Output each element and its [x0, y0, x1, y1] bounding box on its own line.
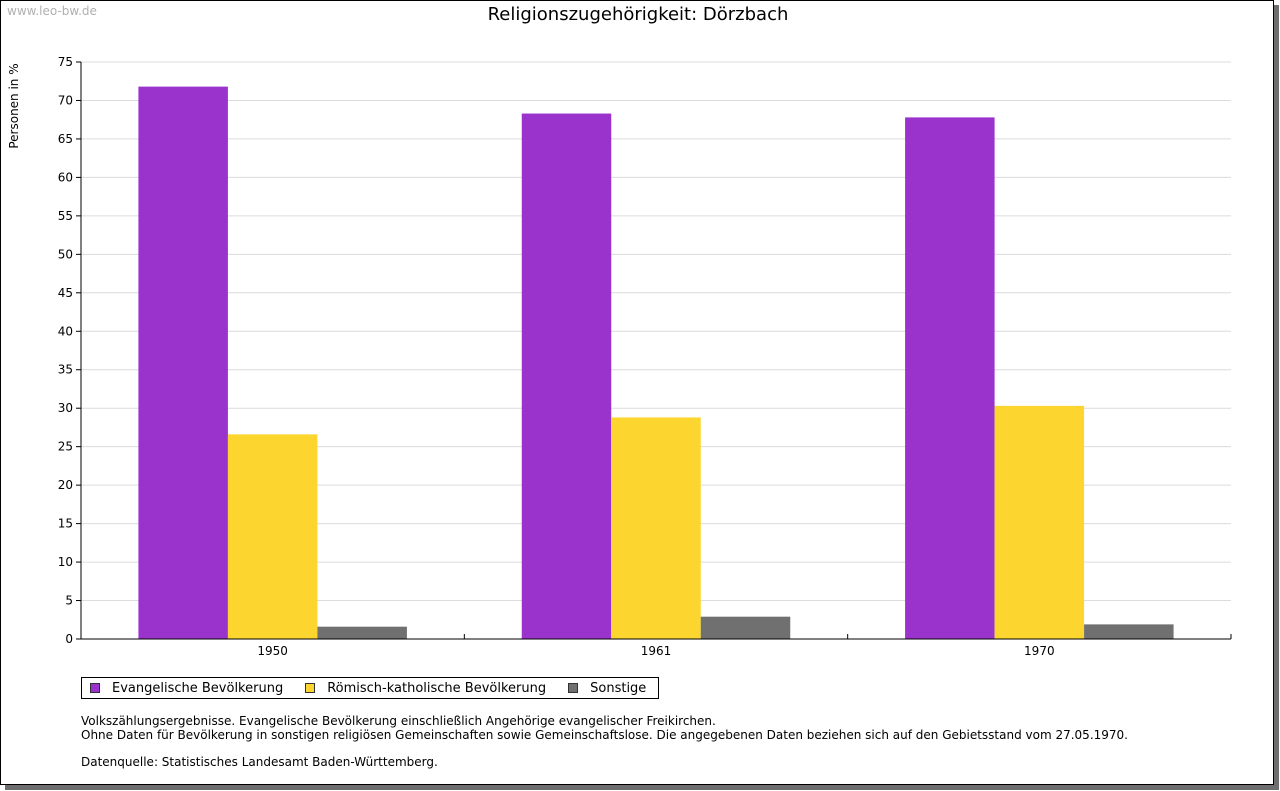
y-tick-label: 5 [65, 594, 73, 608]
watermark: www.leo-bw.de [7, 4, 97, 18]
bar [1084, 624, 1174, 639]
bar [905, 117, 995, 640]
bar [317, 626, 407, 639]
x-tick-label: 1961 [641, 644, 672, 658]
legend-label-katholisch: Römisch-katholische Bevölkerung [327, 680, 547, 696]
axes [76, 61, 1232, 640]
x-tick-labels: 1950 1961 1970 [257, 644, 1054, 658]
legend-swatch-sonstige [568, 683, 579, 693]
y-tick-label: 45 [58, 286, 73, 300]
bars [138, 86, 1174, 640]
y-tick-label: 20 [58, 478, 73, 492]
legend-swatch-evangelisch [90, 683, 100, 693]
note-line-1: Volkszählungsergebnisse. Evangelische Be… [81, 714, 716, 728]
y-tick-label: 65 [58, 132, 73, 146]
legend-item-sonstige: Sonstige [568, 681, 646, 696]
legend: Evangelische Bevölkerung Römisch-katholi… [81, 677, 660, 699]
y-tick-label: 75 [58, 55, 73, 69]
bar [700, 616, 791, 639]
bar [994, 405, 1085, 639]
bar [138, 86, 228, 640]
y-tick-label: 40 [58, 324, 73, 338]
legend-label-sonstige: Sonstige [590, 680, 647, 696]
y-tick-label: 0 [65, 632, 73, 646]
y-tick-label: 30 [58, 401, 73, 415]
y-tick-label: 15 [58, 517, 73, 531]
x-tick-label: 1950 [257, 644, 288, 658]
y-tick-label: 35 [58, 363, 73, 377]
y-tick-label: 60 [58, 170, 73, 184]
note-line-2: Ohne Daten für Bevölkerung in sonstigen … [81, 728, 1128, 742]
x-tick-label: 1970 [1024, 644, 1055, 658]
legend-swatch-katholisch [305, 683, 316, 693]
bar [521, 113, 612, 639]
y-tick-label: 25 [58, 440, 73, 454]
legend-item-katholisch: Römisch-katholische Bevölkerung [305, 681, 546, 696]
y-tick-label: 55 [58, 209, 73, 223]
chart-title: Religionszugehörigkeit: Dörzbach [487, 4, 789, 25]
legend-item-evangelisch: Evangelische Bevölkerung [90, 681, 283, 696]
y-tick-label: 50 [58, 247, 73, 261]
bar [227, 434, 318, 639]
y-tick-labels: 0 5 10 15 20 25 30 35 40 45 50 55 60 65 70 75 [58, 55, 73, 646]
bar [611, 417, 701, 639]
chart-notes: Volkszählungsergebnisse. Evangelische Be… [81, 714, 1128, 769]
y-tick-label: 70 [58, 93, 73, 107]
legend-label-evangelisch: Evangelische Bevölkerung [112, 680, 284, 696]
y-tick-label: 10 [58, 555, 73, 569]
data-source: Datenquelle: Statistisches Landesamt Bad… [81, 755, 438, 769]
